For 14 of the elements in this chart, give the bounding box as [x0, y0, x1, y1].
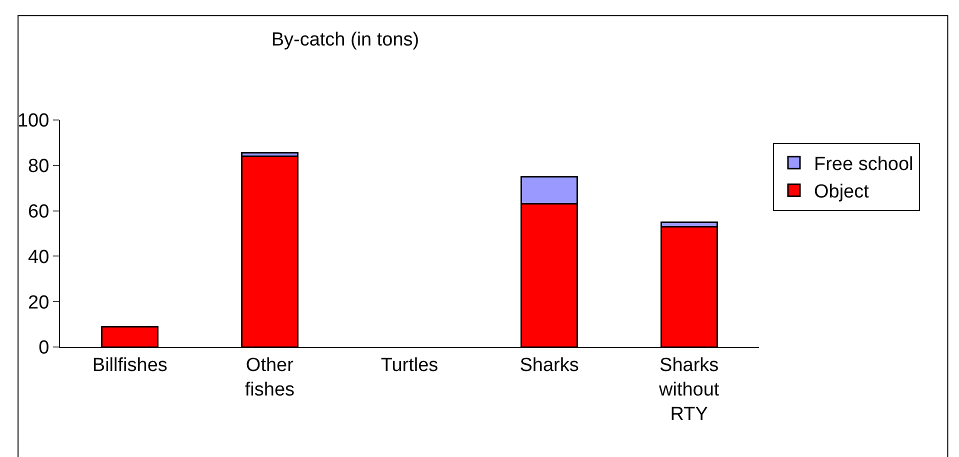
x-tick-label: Billfishes: [92, 354, 168, 376]
x-tick-label: Sharks: [520, 354, 579, 376]
legend-label: Free school: [814, 154, 914, 176]
y-tick-label: 60: [28, 201, 50, 222]
legend-label: Object: [814, 182, 870, 203]
y-tick-label: 80: [28, 156, 50, 178]
y-tick-label: 40: [28, 246, 50, 268]
chart-title: By-catch (in tons): [271, 29, 420, 50]
y-tick-label: 0: [38, 338, 50, 359]
y-tick-label: 20: [28, 292, 50, 314]
y-tick-label: 100: [17, 110, 50, 132]
x-tick-label: Other fishes: [244, 354, 295, 400]
x-tick-label: Sharks without RTY: [658, 354, 720, 426]
x-tick-label: Turtles: [380, 354, 438, 376]
